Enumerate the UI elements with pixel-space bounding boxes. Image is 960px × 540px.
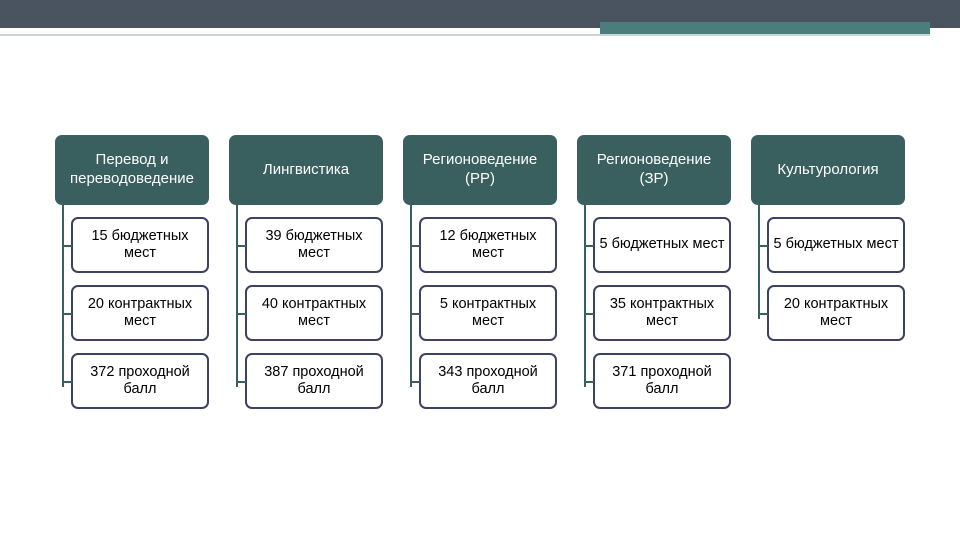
column-4: Культурология 5 бюджетных мест 20 контракт…: [751, 135, 905, 409]
item-box: 5 бюджетных мест: [767, 217, 905, 273]
item-wrap: 40 контрактных мест: [229, 273, 383, 341]
connector-horizontal: [410, 245, 420, 247]
connector-horizontal: [62, 381, 72, 383]
columns-container: Перевод и переводоведение 15 бюджетных ме…: [55, 135, 905, 409]
column-1: Лингвистика 39 бюджетных мест 40 контрактн…: [229, 135, 383, 409]
column-header: Лингвистика: [229, 135, 383, 205]
item-wrap: 39 бюджетных мест: [229, 205, 383, 273]
connector-horizontal: [236, 381, 246, 383]
connector-horizontal: [758, 313, 768, 315]
connector-vertical: [584, 273, 586, 341]
item-wrap: 20 контрактных мест: [55, 273, 209, 341]
column-header: Регионоведение (ЗР): [577, 135, 731, 205]
column-3: Регионоведение (ЗР) 5 бюджетных мест 35 ко…: [577, 135, 731, 409]
item-wrap: 12 бюджетных мест: [403, 205, 557, 273]
connector-horizontal: [236, 245, 246, 247]
item-wrap: 343 проходной балл: [403, 341, 557, 409]
connector-vertical: [236, 273, 238, 341]
connector-vertical: [62, 273, 64, 341]
connector-vertical: [62, 205, 64, 273]
item-box: 20 контрактных мест: [767, 285, 905, 341]
item-box: 387 проходной балл: [245, 353, 383, 409]
item-box: 372 проходной балл: [71, 353, 209, 409]
accent-block: [600, 22, 930, 34]
connector-vertical: [584, 205, 586, 273]
connector-horizontal: [410, 381, 420, 383]
item-wrap: 20 контрактных мест: [751, 273, 905, 341]
column-0: Перевод и переводоведение 15 бюджетных ме…: [55, 135, 209, 409]
column-header: Регионоведение (РР): [403, 135, 557, 205]
item-wrap: 5 бюджетных мест: [751, 205, 905, 273]
accent-line: [0, 34, 930, 36]
item-box: 20 контрактных мест: [71, 285, 209, 341]
item-wrap: 372 проходной балл: [55, 341, 209, 409]
connector-horizontal: [410, 313, 420, 315]
item-wrap: 35 контрактных мест: [577, 273, 731, 341]
connector-vertical: [410, 205, 412, 273]
connector-horizontal: [236, 313, 246, 315]
connector-horizontal: [758, 245, 768, 247]
item-box: 15 бюджетных мест: [71, 217, 209, 273]
connector-horizontal: [584, 245, 594, 247]
item-wrap: 371 проходной балл: [577, 341, 731, 409]
column-header: Перевод и переводоведение: [55, 135, 209, 205]
connector-vertical: [236, 205, 238, 273]
column-header: Культурология: [751, 135, 905, 205]
item-wrap: 5 бюджетных мест: [577, 205, 731, 273]
item-box: 5 контрактных мест: [419, 285, 557, 341]
item-box: 371 проходной балл: [593, 353, 731, 409]
item-box: 5 бюджетных мест: [593, 217, 731, 273]
item-box: 343 проходной балл: [419, 353, 557, 409]
column-2: Регионоведение (РР) 12 бюджетных мест 5 ко…: [403, 135, 557, 409]
item-box: 12 бюджетных мест: [419, 217, 557, 273]
connector-vertical: [758, 205, 760, 273]
slide: Перевод и переводоведение 15 бюджетных ме…: [0, 0, 960, 540]
item-box: 39 бюджетных мест: [245, 217, 383, 273]
item-wrap: 387 проходной балл: [229, 341, 383, 409]
item-box: 40 контрактных мест: [245, 285, 383, 341]
connector-vertical: [410, 273, 412, 341]
item-box: 35 контрактных мест: [593, 285, 731, 341]
connector-horizontal: [584, 313, 594, 315]
item-wrap: 5 контрактных мест: [403, 273, 557, 341]
connector-horizontal: [62, 245, 72, 247]
connector-horizontal: [584, 381, 594, 383]
connector-horizontal: [62, 313, 72, 315]
item-wrap: 15 бюджетных мест: [55, 205, 209, 273]
